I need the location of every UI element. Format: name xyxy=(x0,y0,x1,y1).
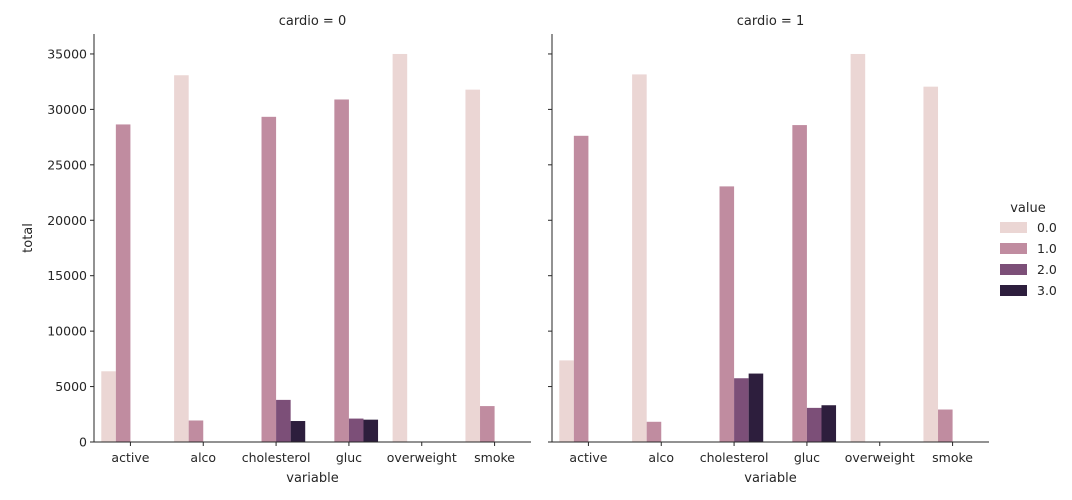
bar-smoke-1.0 xyxy=(938,409,953,442)
facet-title: cardio = 0 xyxy=(279,14,346,29)
x-tick-label-active: active xyxy=(569,450,607,465)
y-tick-label: 5000 xyxy=(55,379,87,394)
bar-active-1.0 xyxy=(115,124,131,442)
x-axis-label: variable xyxy=(286,471,338,486)
legend-swatch-1.0 xyxy=(1000,243,1027,254)
y-tick-label: 10000 xyxy=(47,324,87,339)
legend-swatch-3.0 xyxy=(1000,285,1027,296)
bar-alco-0.0 xyxy=(632,74,647,443)
bar-smoke-0.0 xyxy=(923,86,939,442)
bar-cholesterol-2.0 xyxy=(276,399,291,442)
bar-overweight-0.0 xyxy=(392,53,408,443)
bar-smoke-1.0 xyxy=(480,406,495,442)
y-tick-label: 35000 xyxy=(47,46,87,61)
legend-swatch-0.0 xyxy=(1000,222,1027,233)
bar-gluc-2.0 xyxy=(806,407,822,442)
x-tick-label-active: active xyxy=(111,450,149,465)
bar-cholesterol-3.0 xyxy=(748,373,764,442)
bar-cholesterol-1.0 xyxy=(261,116,277,442)
legend-label-2.0: 2.0 xyxy=(1037,262,1057,277)
facets: 0 5000 10000 15000 20000 25000 30000 35000 activ… xyxy=(21,14,989,486)
bar-gluc-2.0 xyxy=(348,418,364,442)
bar-alco-1.0 xyxy=(188,420,204,442)
legend-title: value xyxy=(1010,201,1046,216)
bar-active-1.0 xyxy=(573,135,589,443)
facet-title: cardio = 1 xyxy=(737,14,804,29)
bar-active-0.0 xyxy=(559,360,574,442)
y-tick-label: 20000 xyxy=(47,213,87,228)
facet-panel-0: 0 5000 10000 15000 20000 25000 30000 35000 activ… xyxy=(47,14,531,486)
bar-active-0.0 xyxy=(101,371,116,442)
x-tick-label-cholesterol: cholesterol xyxy=(700,450,769,465)
bar-alco-1.0 xyxy=(646,421,662,442)
y-tick-label: 30000 xyxy=(47,102,87,117)
x-tick-label-smoke: smoke xyxy=(474,450,515,465)
bar-cholesterol-1.0 xyxy=(719,186,735,442)
x-tick-label-smoke: smoke xyxy=(932,450,973,465)
facet-panel-1: active alco cholesterol gluc overweight smoke… xyxy=(548,14,989,486)
bar-overweight-0.0 xyxy=(850,53,866,443)
x-tick-label-gluc: gluc xyxy=(336,450,362,465)
legend-label-3.0: 3.0 xyxy=(1037,283,1057,298)
bar-gluc-3.0 xyxy=(821,405,837,442)
x-tick-label-overweight: overweight xyxy=(387,450,457,465)
y-axis-label: total xyxy=(21,223,36,253)
x-tick-label-cholesterol: cholesterol xyxy=(242,450,311,465)
y-tick-label: 15000 xyxy=(47,268,87,283)
legend-label-0.0: 0.0 xyxy=(1037,220,1057,235)
bar-cholesterol-2.0 xyxy=(734,378,749,442)
bar-gluc-1.0 xyxy=(334,99,349,442)
legend: value 0.0 1.0 2.0 3.0 xyxy=(1000,201,1057,298)
bar-gluc-1.0 xyxy=(792,125,807,442)
bar-gluc-3.0 xyxy=(363,419,379,442)
x-tick-label-alco: alco xyxy=(190,450,216,465)
x-tick-label-overweight: overweight xyxy=(845,450,915,465)
bar-cholesterol-3.0 xyxy=(290,421,306,442)
y-tick-label: 0 xyxy=(79,435,87,450)
legend-label-1.0: 1.0 xyxy=(1037,241,1057,256)
x-tick-label-alco: alco xyxy=(648,450,674,465)
x-axis-label: variable xyxy=(744,471,796,486)
x-tick-label-gluc: gluc xyxy=(794,450,820,465)
y-tick-label: 25000 xyxy=(47,157,87,172)
bar-alco-0.0 xyxy=(174,75,189,443)
legend-swatch-2.0 xyxy=(1000,264,1027,275)
bar-smoke-0.0 xyxy=(465,89,481,443)
